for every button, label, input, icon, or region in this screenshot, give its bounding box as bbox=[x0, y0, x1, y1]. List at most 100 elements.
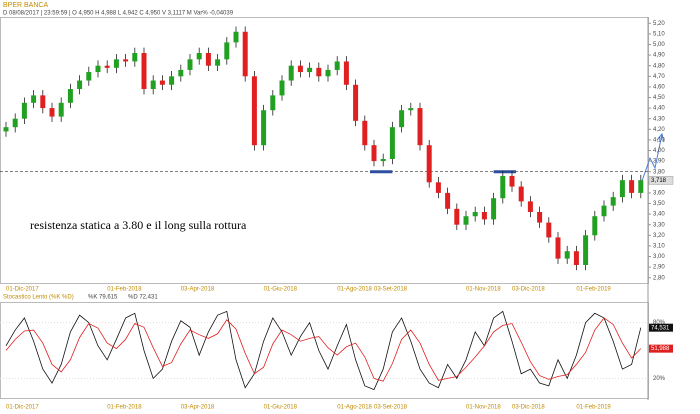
x-tick-label: 03-Set-2018 bbox=[374, 405, 408, 411]
candle-body bbox=[362, 120, 368, 146]
y-tick-label: 3,60 bbox=[653, 190, 665, 196]
candle-body bbox=[169, 76, 175, 85]
candle-body bbox=[297, 65, 303, 73]
y-tick-label: 5,00 bbox=[653, 42, 665, 48]
candle-body bbox=[353, 84, 359, 121]
x-tick-label: 01-Dic-2017 bbox=[6, 287, 39, 293]
candle-body bbox=[86, 72, 92, 81]
last-value-label: 74,531 bbox=[651, 325, 670, 331]
y-tick-label: 20% bbox=[653, 376, 666, 382]
candle-body bbox=[463, 216, 469, 225]
candle-body bbox=[270, 95, 276, 111]
y-tick-label: 4,50 bbox=[653, 95, 665, 101]
x-tick-label: 01-Nov-2018 bbox=[466, 405, 501, 411]
candle-body bbox=[343, 61, 349, 85]
x-tick-label: 01-Giu-2018 bbox=[264, 405, 298, 411]
y-tick-label: 4,60 bbox=[653, 84, 665, 90]
candle-body bbox=[159, 80, 165, 85]
candle-body bbox=[113, 59, 119, 68]
y-tick-label: 4,20 bbox=[653, 127, 665, 133]
last-price-box bbox=[648, 176, 674, 185]
y-tick-label: 3,30 bbox=[653, 222, 665, 228]
y-tick-label: 4,80 bbox=[653, 63, 665, 69]
candle-body bbox=[31, 95, 37, 103]
candle-body bbox=[95, 65, 101, 73]
candle-body bbox=[104, 65, 110, 68]
candle-body bbox=[178, 69, 184, 77]
annotation: resistenza statica a 3.80 e il long sull… bbox=[30, 218, 247, 232]
y-tick-label: 4,40 bbox=[653, 106, 665, 112]
candle-body bbox=[288, 65, 294, 81]
candle-body bbox=[509, 175, 515, 187]
y-tick-label: 2,80 bbox=[653, 275, 665, 281]
candle-body bbox=[389, 127, 395, 159]
x-tick-label: 03-Dic-2018 bbox=[512, 405, 545, 411]
candle-body bbox=[472, 211, 478, 217]
candle-body bbox=[601, 205, 607, 217]
x-tick-label: 03-Dic-2018 bbox=[512, 287, 545, 293]
candle-body bbox=[325, 69, 331, 77]
candle-body bbox=[380, 158, 386, 162]
candle-body bbox=[187, 59, 193, 70]
candle-body bbox=[426, 145, 432, 183]
candle-body bbox=[527, 201, 533, 212]
y-tick-label: 2,90 bbox=[653, 265, 665, 271]
y-tick-label: 80% bbox=[653, 320, 666, 326]
candle-body bbox=[196, 52, 202, 60]
candle-body bbox=[555, 237, 561, 259]
candle-body bbox=[49, 108, 55, 117]
info-line: D 08/08/2017 | 23:59:59 | O 4,950 H 4,98… bbox=[3, 11, 234, 17]
candle-body bbox=[537, 211, 543, 223]
candle-body bbox=[132, 52, 138, 62]
candle-body bbox=[518, 186, 524, 202]
candle-body bbox=[610, 197, 616, 206]
candle-body bbox=[573, 251, 579, 265]
candle-body bbox=[261, 110, 267, 146]
candle-body bbox=[629, 180, 635, 193]
x-tick-label: 01-Feb-2018 bbox=[107, 405, 142, 411]
y-tick-label: 3,10 bbox=[653, 243, 665, 249]
candle-body bbox=[445, 192, 451, 209]
x-tick-label: 01-Feb-2018 bbox=[107, 287, 142, 293]
candle-body bbox=[205, 52, 211, 66]
x-tick-label: 01-Dic-2017 bbox=[6, 405, 39, 411]
chart-title: BPER BANCA bbox=[3, 2, 48, 9]
candle-body bbox=[77, 80, 83, 90]
candle-body bbox=[638, 180, 644, 193]
y-tick-label: 3,50 bbox=[653, 201, 665, 207]
candle-body bbox=[233, 31, 239, 43]
candle-body bbox=[408, 108, 414, 111]
y-tick-label: 4,30 bbox=[653, 116, 665, 122]
candle-body bbox=[67, 89, 73, 103]
y-tick-label: 5,10 bbox=[653, 31, 665, 37]
candle-body bbox=[150, 80, 156, 90]
candle-body bbox=[123, 59, 129, 62]
y-tick-label: 4,70 bbox=[653, 74, 665, 80]
last-value-label: 51,988 bbox=[651, 346, 670, 352]
candle-body bbox=[592, 216, 598, 236]
last-price-label: 3,718 bbox=[651, 178, 667, 184]
candle-body bbox=[583, 235, 589, 265]
x-tick-label: 01-Feb-2019 bbox=[576, 405, 611, 411]
last-value-box bbox=[649, 344, 673, 353]
y-tick-label: 4,00 bbox=[653, 148, 665, 154]
candle-body bbox=[399, 110, 405, 128]
x-tick-label: 03-Apr-2018 bbox=[181, 405, 215, 411]
stoch-line bbox=[5, 317, 642, 382]
candle-body bbox=[141, 52, 147, 90]
y-tick-label: 4,10 bbox=[653, 137, 665, 143]
candle-body bbox=[215, 59, 221, 66]
candle-body bbox=[224, 42, 230, 60]
y-tick-label: 3,40 bbox=[653, 212, 665, 218]
candle-body bbox=[316, 67, 322, 77]
y-tick-label: 3,00 bbox=[653, 254, 665, 260]
y-tick-label: 4,90 bbox=[653, 53, 665, 59]
x-tick-label: 01-Ago-2018 bbox=[337, 287, 372, 293]
x-tick-label: 03-Set-2018 bbox=[374, 287, 408, 293]
candle-body bbox=[251, 76, 257, 146]
x-tick-label: 01-Ago-2018 bbox=[337, 405, 372, 411]
candle-body bbox=[3, 127, 9, 132]
y-tick-label: 3,20 bbox=[653, 233, 665, 239]
